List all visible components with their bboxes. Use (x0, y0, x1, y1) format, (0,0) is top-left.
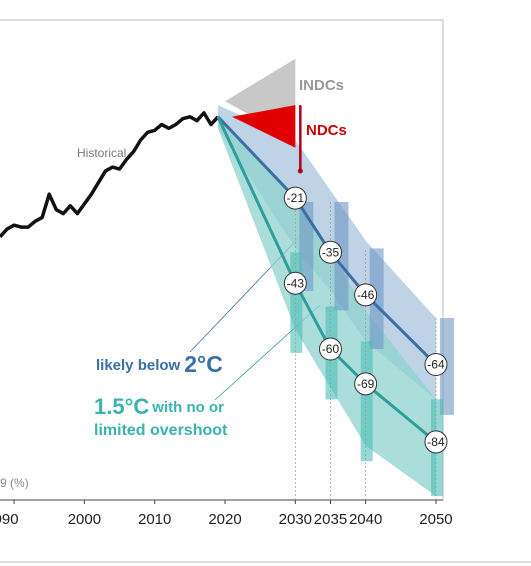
data-label: -35 (322, 245, 340, 259)
x-tick-label: 2030 (279, 511, 312, 528)
x-tick-label: 2020 (208, 511, 241, 528)
value-marker (424, 430, 448, 454)
label-part: 2°C (184, 351, 223, 377)
data-label: -21 (287, 191, 305, 205)
x-tick-label: 2035 (314, 511, 347, 528)
value-marker (318, 240, 342, 264)
series-label: limited overshoot (94, 422, 228, 439)
value-marker (283, 186, 307, 210)
label-part: with no or (151, 399, 224, 416)
value-marker (318, 337, 342, 361)
value-marker (354, 372, 378, 396)
range-box (299, 201, 314, 291)
band-label: INDCs (299, 77, 344, 94)
series-label: 1.5°C with no or (94, 394, 224, 419)
x-tick-label: 2050 (419, 511, 452, 528)
label-part: likely below (96, 357, 181, 374)
data-label: -69 (357, 377, 375, 391)
series-label: Historical (77, 146, 126, 160)
data-label: -46 (357, 288, 375, 302)
data-label: -43 (287, 276, 305, 290)
historical-line (0, 111, 220, 238)
data-label: -64 (427, 358, 445, 372)
value-marker (283, 271, 307, 295)
series-label: likely below 2°C (96, 351, 223, 377)
x-tick-label: 990 (0, 511, 19, 528)
range-box (369, 248, 384, 350)
x-tick-label: 2000 (68, 511, 101, 528)
range-bar-end (297, 168, 303, 174)
axis-note: 9 (%) (0, 476, 29, 490)
range-box (334, 201, 349, 311)
x-tick-label: 2010 (138, 511, 171, 528)
band-label: NDCs (306, 122, 347, 139)
data-label: -84 (427, 435, 445, 449)
x-tick-label: 2040 (349, 511, 382, 528)
value-marker (424, 353, 448, 377)
range-box (290, 252, 303, 353)
data-label: -60 (322, 342, 340, 356)
range-box (360, 341, 373, 462)
band (232, 105, 296, 148)
label-part: 1.5°C (94, 394, 149, 419)
value-marker (354, 283, 378, 307)
